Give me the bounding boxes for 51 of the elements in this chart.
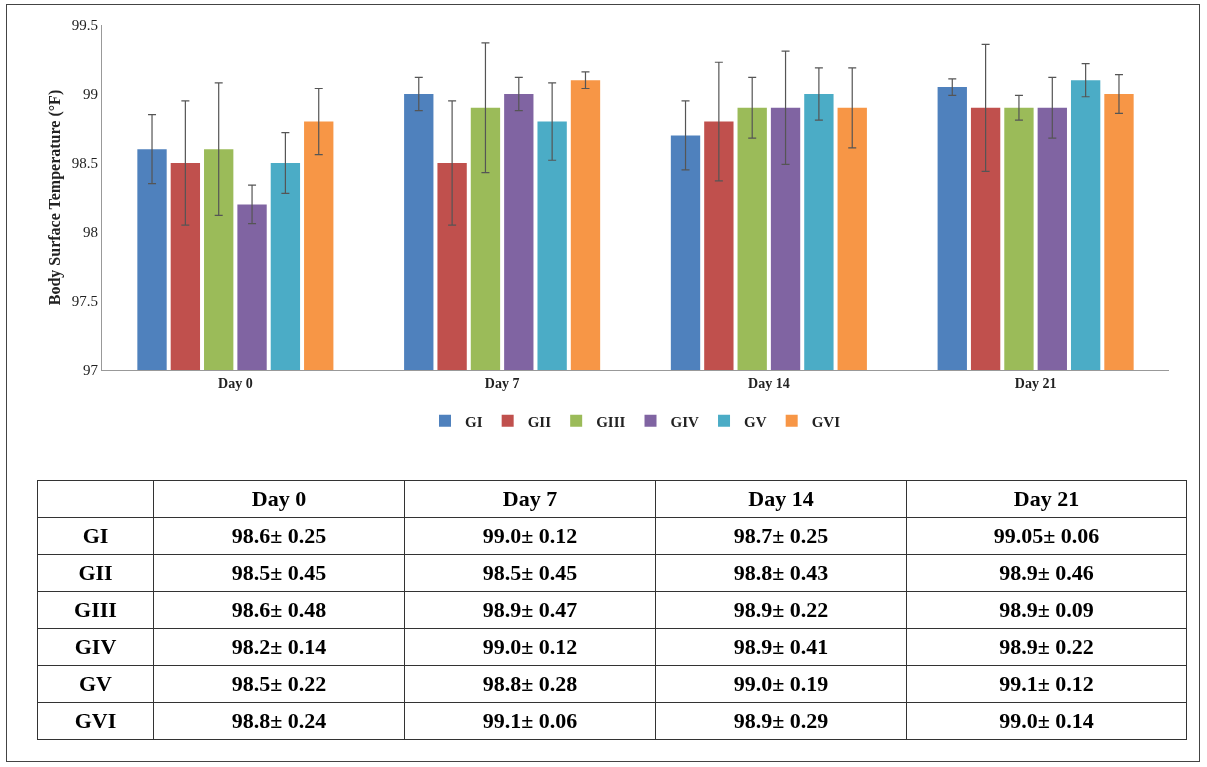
text: GII [78, 560, 113, 585]
x-tick-label: Day 14 [748, 375, 790, 391]
data-label: 98.9± 0.09 [906, 591, 1187, 629]
data-label: 99.0± 0.12 [404, 517, 656, 555]
data-label: 98.9± 0.22 [655, 591, 907, 629]
text: GIV [74, 634, 117, 659]
legend-label: GI [465, 413, 483, 430]
legend-label: GIII [596, 413, 626, 430]
data-label: 98.2± 0.14 [153, 628, 405, 666]
legend-label: GVI [811, 413, 841, 430]
data-label: 99.0± 0.14 [906, 702, 1187, 740]
y-axis-title: Body Surface Temperature (°F) [46, 89, 64, 306]
x-tick-label: Day 7 [484, 375, 520, 391]
y-tick-label: 97 [83, 362, 99, 379]
data-label: 98.8± 0.24 [153, 702, 405, 740]
y-tick-label: 99 [83, 86, 98, 103]
category-label: Day 0 [251, 486, 307, 511]
data-label: 98.5± 0.22 [153, 665, 405, 703]
legend-label: GV [744, 413, 767, 430]
text: GVI [74, 708, 117, 733]
text: GI [82, 523, 109, 548]
text: GV [79, 671, 112, 696]
legend-label: GII [527, 413, 552, 430]
y-tick-label: 98.5 [71, 155, 98, 172]
data-label: 98.5± 0.45 [404, 554, 656, 592]
text: GIII [74, 597, 117, 622]
data-label: 99.0± 0.12 [404, 628, 656, 666]
category-label: Day 7 [502, 486, 558, 511]
category-label: Day 14 [748, 486, 814, 511]
data-label: 99.05± 0.06 [906, 517, 1187, 555]
y-tick-label: 97.5 [71, 293, 98, 310]
legend-label: GIV [670, 413, 700, 430]
x-tick-label: Day 0 [218, 375, 253, 391]
y-tick-label: 98 [83, 224, 98, 241]
x-tick-label: Day 21 [1014, 375, 1057, 391]
data-label: 98.9± 0.29 [655, 702, 907, 740]
data-label: 99.1± 0.06 [404, 702, 656, 740]
data-label: 99.0± 0.19 [655, 665, 907, 703]
data-label: 98.8± 0.43 [655, 554, 907, 592]
data-label: 98.7± 0.25 [655, 517, 907, 555]
data-label: 98.6± 0.48 [153, 591, 405, 629]
data-label: 98.8± 0.28 [404, 665, 656, 703]
data-label: 98.9± 0.47 [404, 591, 656, 629]
y-tick-label: 99.5 [71, 17, 98, 34]
data-label: 98.9± 0.22 [906, 628, 1187, 666]
data-label: 98.5± 0.45 [153, 554, 405, 592]
data-label: 99.1± 0.12 [906, 665, 1187, 703]
data-label: 98.9± 0.46 [906, 554, 1187, 592]
data-label: 98.9± 0.41 [655, 628, 907, 666]
category-label: Day 21 [1013, 486, 1080, 511]
data-label: 98.6± 0.25 [153, 517, 405, 555]
